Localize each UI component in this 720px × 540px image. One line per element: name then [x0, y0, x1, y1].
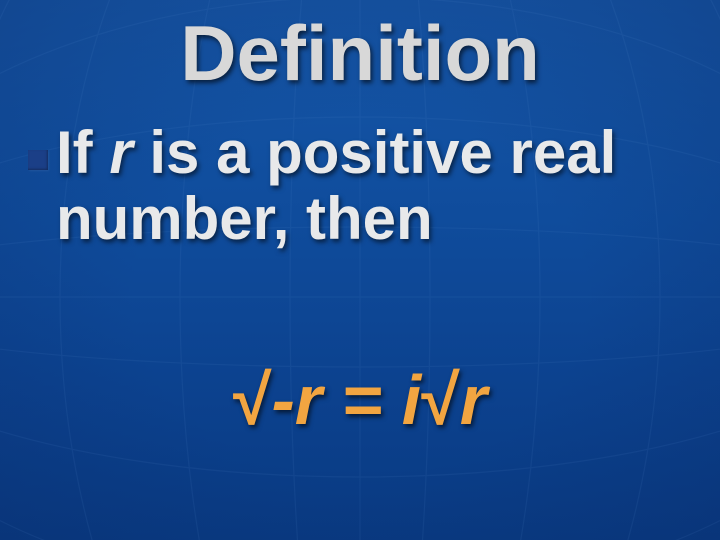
r-2: r — [460, 361, 487, 439]
formula: √-r = i√r — [0, 360, 720, 440]
body-rest1: is a positive real — [133, 119, 617, 186]
body-line2: number, then — [56, 185, 433, 252]
body-prefix: If — [56, 119, 109, 186]
radical-1: √ — [233, 361, 271, 439]
radical-2: √ — [421, 361, 459, 439]
equals-i: = i — [322, 361, 421, 439]
slide-title: Definition — [0, 8, 720, 99]
body-text: If r is a positive real number, then — [56, 120, 616, 252]
slide-body: If r is a positive real number, then — [28, 120, 700, 252]
bullet-row: If r is a positive real number, then — [28, 120, 700, 252]
neg-r: -r — [271, 361, 322, 439]
body-var: r — [109, 119, 132, 186]
slide: Definition If r is a positive real numbe… — [0, 0, 720, 540]
bullet-icon — [28, 150, 48, 170]
